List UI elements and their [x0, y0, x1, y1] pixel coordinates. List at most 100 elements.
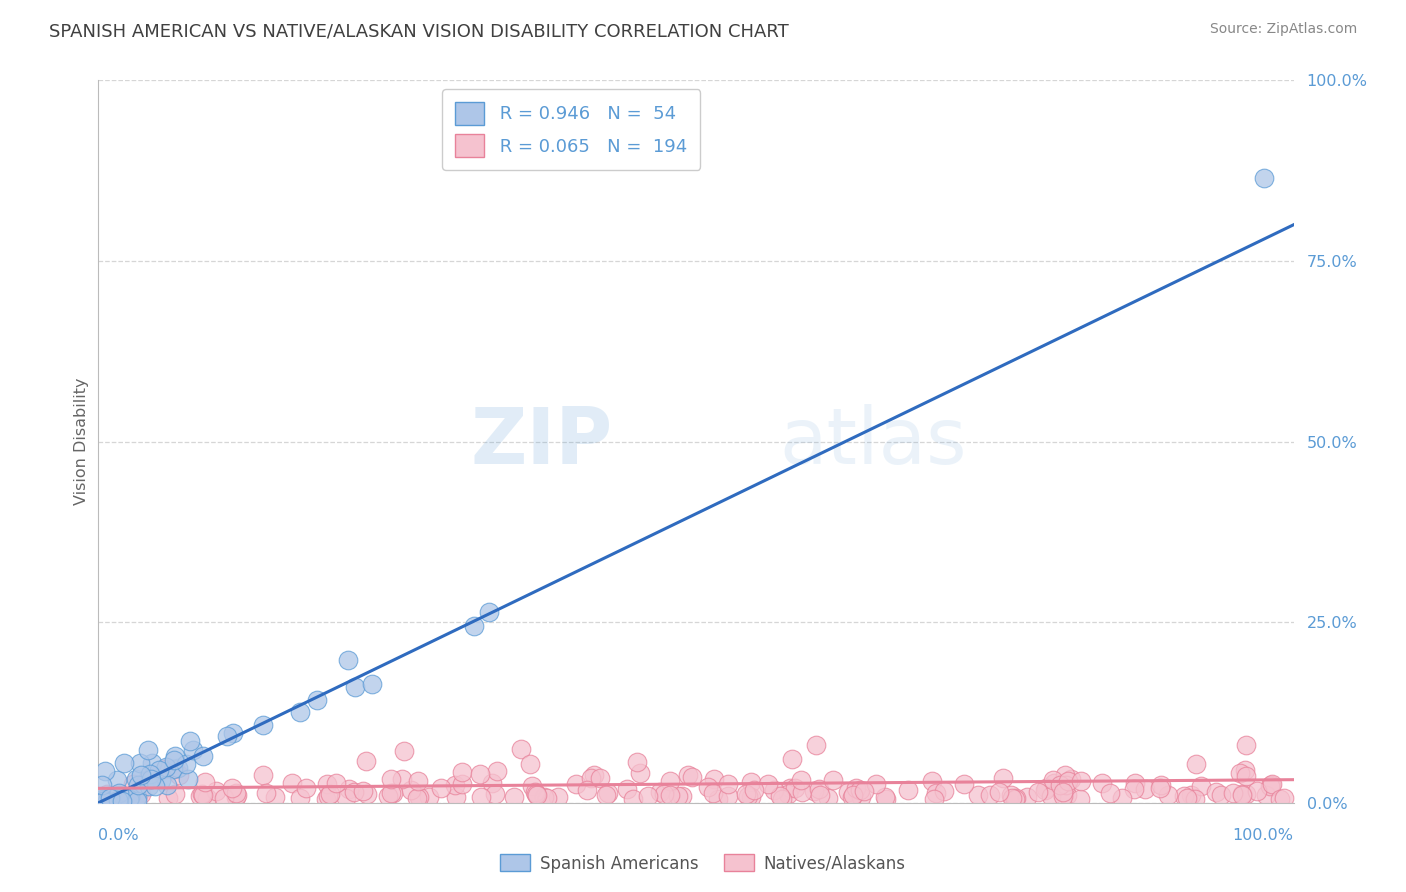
Point [1233, 764, 1256, 778]
Point [406, 790, 429, 805]
Point [111, 794, 134, 808]
Point [96, 792, 118, 806]
Point [96, 787, 118, 801]
Point [121, 790, 143, 805]
Point [1111, 791, 1133, 805]
Point [118, 792, 141, 806]
Point [391, 772, 413, 787]
Point [1175, 791, 1198, 805]
Point [191, 748, 214, 763]
Point [873, 789, 896, 804]
Point [526, 788, 548, 802]
Point [845, 781, 868, 796]
Point [356, 788, 378, 802]
Point [163, 753, 186, 767]
Point [138, 779, 160, 793]
Point [107, 793, 129, 807]
Point [98, 791, 121, 805]
Point [125, 790, 148, 805]
Point [789, 772, 811, 787]
Point [1042, 772, 1064, 787]
Point [191, 789, 214, 803]
Point [763, 783, 786, 797]
Point [702, 786, 724, 800]
Point [1234, 769, 1257, 783]
Point [849, 782, 872, 797]
Point [1234, 787, 1257, 801]
Point [148, 763, 170, 777]
Point [897, 782, 920, 797]
Point [129, 756, 152, 770]
Point [444, 790, 467, 805]
Point [156, 778, 179, 792]
Point [1052, 785, 1074, 799]
Point [486, 764, 509, 778]
Point [1049, 778, 1071, 792]
Point [176, 756, 198, 771]
Point [1057, 774, 1080, 789]
Point [1156, 788, 1178, 802]
Point [290, 790, 312, 805]
Point [803, 784, 825, 798]
Point [533, 789, 555, 804]
Point [804, 738, 827, 752]
Point [1150, 778, 1173, 792]
Point [470, 790, 492, 805]
Point [91, 794, 114, 808]
Point [1149, 780, 1171, 795]
Point [987, 785, 1010, 799]
Point [924, 792, 946, 806]
Point [510, 742, 533, 756]
Point [319, 787, 342, 801]
Point [717, 776, 740, 790]
Point [783, 780, 806, 795]
Text: atlas: atlas [780, 403, 967, 480]
Point [430, 780, 453, 795]
Point [1209, 789, 1232, 803]
Point [463, 619, 485, 633]
Point [118, 790, 141, 805]
Point [697, 780, 720, 795]
Point [740, 789, 762, 804]
Point [934, 783, 956, 797]
Point [1268, 791, 1291, 805]
Point [117, 791, 139, 805]
Point [626, 756, 648, 770]
Point [98, 789, 121, 804]
Point [565, 777, 588, 791]
Point [165, 787, 187, 801]
Point [676, 768, 699, 782]
Point [399, 782, 422, 797]
Point [1222, 786, 1244, 800]
Point [1026, 784, 1049, 798]
Point [776, 787, 799, 801]
Point [307, 693, 329, 707]
Point [1272, 790, 1295, 805]
Point [105, 773, 128, 788]
Point [451, 777, 474, 791]
Point [1053, 768, 1076, 782]
Point [195, 790, 218, 805]
Point [536, 791, 558, 805]
Point [579, 771, 602, 785]
Point [716, 789, 738, 804]
Point [377, 789, 399, 803]
Point [135, 774, 157, 789]
Point [91, 778, 114, 792]
Point [583, 768, 606, 782]
Point [1260, 778, 1282, 792]
Point [141, 756, 163, 770]
Point [523, 785, 546, 799]
Point [179, 733, 201, 747]
Point [1230, 787, 1253, 801]
Point [769, 789, 792, 804]
Point [953, 777, 976, 791]
Point [842, 789, 865, 803]
Point [821, 772, 844, 787]
Point [316, 789, 339, 803]
Point [295, 780, 318, 795]
Point [315, 791, 337, 805]
Point [1253, 170, 1275, 185]
Point [648, 785, 671, 799]
Point [380, 786, 402, 800]
